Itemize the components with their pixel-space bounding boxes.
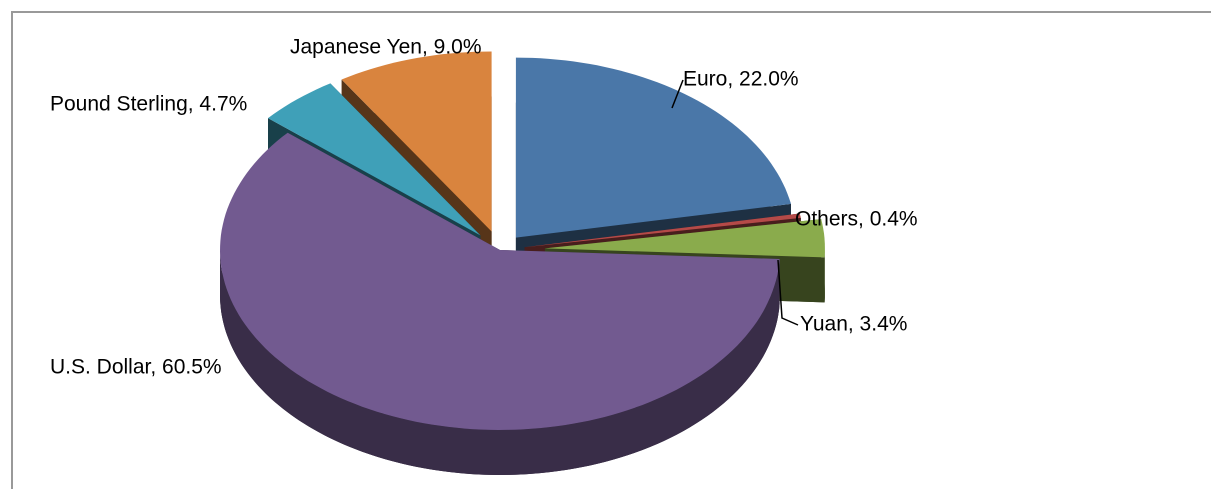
data-label: Japanese Yen, 9.0%: [290, 36, 482, 59]
slice: [268, 83, 481, 236]
data-label: Yuan, 3.4%: [800, 313, 907, 336]
leader-line: [671, 79, 684, 109]
data-label: U.S. Dollar, 60.5%: [50, 356, 222, 379]
slice-side: [220, 250, 780, 475]
slice: [544, 219, 825, 258]
slice: [515, 57, 791, 238]
data-label: Others, 0.4%: [795, 208, 918, 231]
chart-frame: [11, 11, 1211, 489]
slice: [220, 132, 780, 430]
leader-line: [777, 259, 799, 326]
slice: [341, 51, 492, 232]
data-label: Euro, 22.0%: [683, 68, 799, 91]
data-label: Pound Sterling, 4.7%: [50, 93, 247, 116]
slice: [524, 213, 801, 248]
